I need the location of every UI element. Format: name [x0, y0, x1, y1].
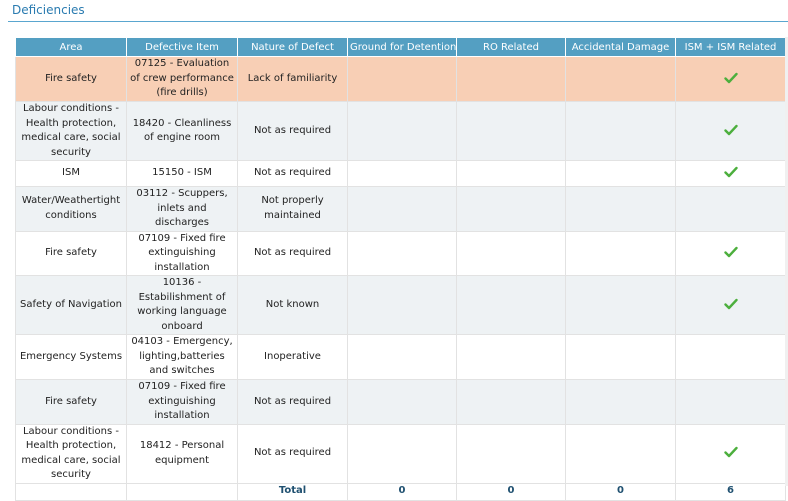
check-icon: [723, 447, 738, 458]
table-row[interactable]: Safety of Navigation 10136 - Estabilishm…: [15, 275, 786, 335]
check-icon: [723, 246, 738, 258]
cell-defective-item: 10136 - Estabilishment of working langua…: [126, 275, 238, 335]
cell-accidental-damage: [565, 101, 676, 161]
cell-ground-for-detention: [347, 160, 457, 187]
column-header-ro-related[interactable]: RO Related: [456, 37, 566, 57]
table-row[interactable]: Water/Weathertight conditions 03112 - Sc…: [15, 186, 786, 232]
cell-accidental-damage: [565, 186, 676, 232]
column-header-ground-for-detention[interactable]: Ground for Detention: [347, 37, 457, 57]
cell-nature-of-defect: Not as required: [237, 230, 348, 276]
check-icon: [723, 124, 738, 135]
cell-nature-of-defect: Inoperative: [237, 334, 348, 380]
cell-ro-related: [456, 160, 566, 187]
cell-ground-for-detention: [347, 275, 457, 335]
cell-ground-for-detention: [347, 334, 457, 380]
cell-nature-of-defect: Not as required: [237, 379, 348, 425]
cell-ro-related: [456, 56, 566, 102]
cell-area: Water/Weathertight conditions: [15, 186, 127, 232]
column-header-nature-of-defect[interactable]: Nature of Defect: [237, 37, 348, 57]
cell-ro-related: [456, 334, 566, 380]
table-row[interactable]: Fire safety 07109 - Fixed fire extinguis…: [15, 230, 786, 276]
cell-defective-item: 04103 - Emergency, lighting,batteries an…: [126, 334, 238, 380]
column-header-accidental-damage[interactable]: Accidental Damage: [565, 37, 676, 57]
cell-ground-for-detention: [347, 186, 457, 232]
cell-area: ISM: [15, 160, 127, 187]
cell-accidental-damage: [565, 423, 676, 484]
cell-ism-related: [675, 101, 786, 161]
cell-area: Fire safety: [15, 379, 127, 425]
cell-ro-related: [456, 379, 566, 425]
cell-area: Emergency Systems: [15, 334, 127, 380]
cell-area: Labour conditions - Health protection, m…: [15, 101, 127, 161]
table-header-row: Area Defective Item Nature of Defect Gro…: [15, 37, 786, 57]
check-icon: [723, 72, 738, 83]
table-row[interactable]: Labour conditions - Health protection, m…: [15, 423, 786, 484]
cell-ism-related: [675, 379, 786, 425]
cell-ism-related: [675, 423, 786, 484]
cell-ro-related: [456, 186, 566, 232]
cell-ro-related: [456, 423, 566, 484]
scroll-edge: [785, 37, 788, 486]
cell-ground-for-detention: [347, 101, 457, 161]
cell-nature-of-defect: Not as required: [237, 101, 348, 161]
cell-defective-item: 07109 - Fixed fire extinguishing install…: [126, 230, 238, 276]
cell-ground-for-detention: [347, 423, 457, 484]
section-title: Deficiencies: [12, 3, 85, 17]
cell-defective-item: 18412 - Personal equipment: [126, 423, 238, 484]
table-row[interactable]: Fire safety 07109 - Fixed fire extinguis…: [15, 379, 786, 425]
cell-defective-item: 15150 - ISM: [126, 160, 238, 187]
cell-area: Fire safety: [15, 230, 127, 276]
cell-defective-item: 07109 - Fixed fire extinguishing install…: [126, 379, 238, 425]
title-divider: [8, 21, 788, 22]
cell-accidental-damage: [565, 379, 676, 425]
column-header-defective-item[interactable]: Defective Item: [126, 37, 238, 57]
cell-nature-of-defect: Not properly maintained: [237, 186, 348, 232]
column-header-ism-related[interactable]: ISM + ISM Related: [675, 37, 786, 57]
cell-ism-related: [675, 56, 786, 102]
cell-ground-for-detention: [347, 56, 457, 102]
check-icon: [723, 298, 738, 309]
cell-defective-item: 07125 - Evaluation of crew performance (…: [126, 56, 238, 102]
cell-ground-for-detention: [347, 230, 457, 276]
cell-defective-item: 18420 - Cleanliness of engine room: [126, 101, 238, 161]
cell-ro-related: [456, 230, 566, 276]
cell-accidental-damage: [565, 230, 676, 276]
cell-nature-of-defect: Not known: [237, 275, 348, 335]
table-row[interactable]: Emergency Systems 04103 - Emergency, lig…: [15, 334, 786, 380]
table-row[interactable]: Fire safety 07125 - Evaluation of crew p…: [15, 56, 786, 102]
cell-area: Safety of Navigation: [15, 275, 127, 335]
cell-nature-of-defect: Lack of familiarity: [237, 56, 348, 102]
cell-ism-related: [675, 160, 786, 187]
cell-nature-of-defect: Not as required: [237, 160, 348, 187]
cell-defective-item: 03112 - Scuppers, inlets and discharges: [126, 186, 238, 232]
cell-area: Labour conditions - Health protection, m…: [15, 423, 127, 484]
cell-ism-related: [675, 334, 786, 380]
cell-area: Fire safety: [15, 56, 127, 102]
cell-accidental-damage: [565, 275, 676, 335]
column-header-area[interactable]: Area: [15, 37, 127, 57]
cell-accidental-damage: [565, 334, 676, 380]
cell-accidental-damage: [565, 56, 676, 102]
cell-nature-of-defect: Not as required: [237, 423, 348, 484]
cell-ism-related: [675, 230, 786, 276]
cell-ground-for-detention: [347, 379, 457, 425]
cell-ism-related: [675, 275, 786, 335]
cell-ro-related: [456, 101, 566, 161]
table-row[interactable]: ISM 15150 - ISM Not as required: [15, 160, 786, 187]
table-row[interactable]: Labour conditions - Health protection, m…: [15, 101, 786, 161]
check-icon: [723, 167, 738, 178]
deficiencies-table: Area Defective Item Nature of Defect Gro…: [15, 37, 786, 501]
cell-ism-related: [675, 186, 786, 232]
cell-ro-related: [456, 275, 566, 335]
cell-accidental-damage: [565, 160, 676, 187]
